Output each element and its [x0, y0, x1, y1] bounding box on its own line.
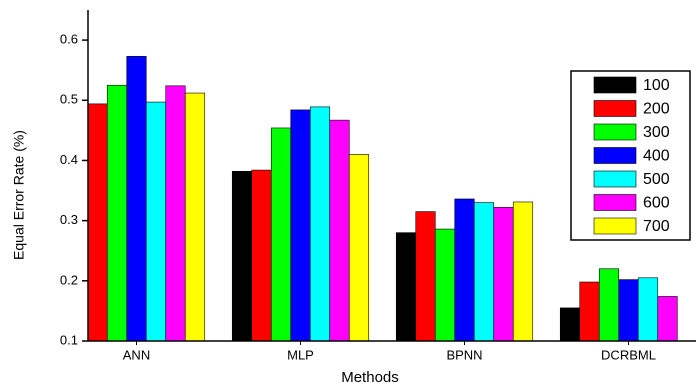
y-tick-label: 0.5	[60, 92, 78, 107]
bar	[290, 109, 311, 341]
legend-swatch	[593, 76, 637, 94]
bar	[251, 169, 272, 341]
bar	[598, 268, 620, 341]
bar	[126, 56, 147, 341]
x-tick-label: ANN	[123, 347, 150, 362]
legend-swatch	[593, 217, 637, 235]
bar	[106, 84, 128, 341]
bar	[434, 228, 456, 341]
y-tick-label: 0.1	[60, 332, 78, 347]
legend-label: 500	[643, 171, 670, 188]
bars	[88, 56, 678, 341]
bar	[637, 277, 659, 341]
bar	[512, 201, 534, 341]
bar	[165, 85, 186, 341]
legend: 100 200 300 400 500 600 700	[570, 70, 691, 241]
bar	[454, 198, 475, 341]
legend-swatch	[593, 123, 637, 141]
bar	[618, 279, 639, 341]
legend-swatch	[593, 170, 637, 188]
bar	[231, 170, 253, 341]
legend-label: 600	[643, 195, 670, 212]
bar	[493, 207, 514, 341]
legend-label: 700	[643, 218, 670, 235]
bar	[473, 202, 495, 341]
y-axis-label: Equal Error Rate (%)	[11, 130, 27, 260]
legend-label: 200	[643, 101, 670, 118]
legend-swatch	[593, 194, 637, 211]
legend-label: 300	[643, 124, 670, 141]
bar	[395, 232, 417, 341]
bar	[348, 154, 370, 341]
y-tick-label: 0.4	[60, 152, 78, 167]
bar	[88, 103, 108, 341]
bar	[309, 106, 331, 341]
bar	[657, 296, 678, 341]
x-tick-label: DCRBML	[601, 347, 656, 362]
bar	[145, 101, 167, 341]
y-tick-label: 0.2	[60, 272, 78, 287]
legend-swatch	[593, 100, 637, 117]
legend-swatch	[593, 147, 637, 164]
x-axis-label: Methods	[341, 369, 399, 386]
legend-label: 100	[643, 77, 670, 94]
x-tick-label: MLP	[287, 347, 314, 362]
bar	[579, 281, 600, 341]
bar	[270, 127, 292, 341]
bar	[329, 119, 350, 341]
y-tick-label: 0.3	[60, 212, 78, 227]
y-tick-label: 0.6	[60, 32, 78, 47]
bar	[559, 307, 581, 341]
bar	[184, 92, 206, 341]
bar	[415, 211, 436, 341]
legend-label: 400	[643, 148, 670, 165]
x-tick-label: BPNN	[446, 347, 482, 362]
